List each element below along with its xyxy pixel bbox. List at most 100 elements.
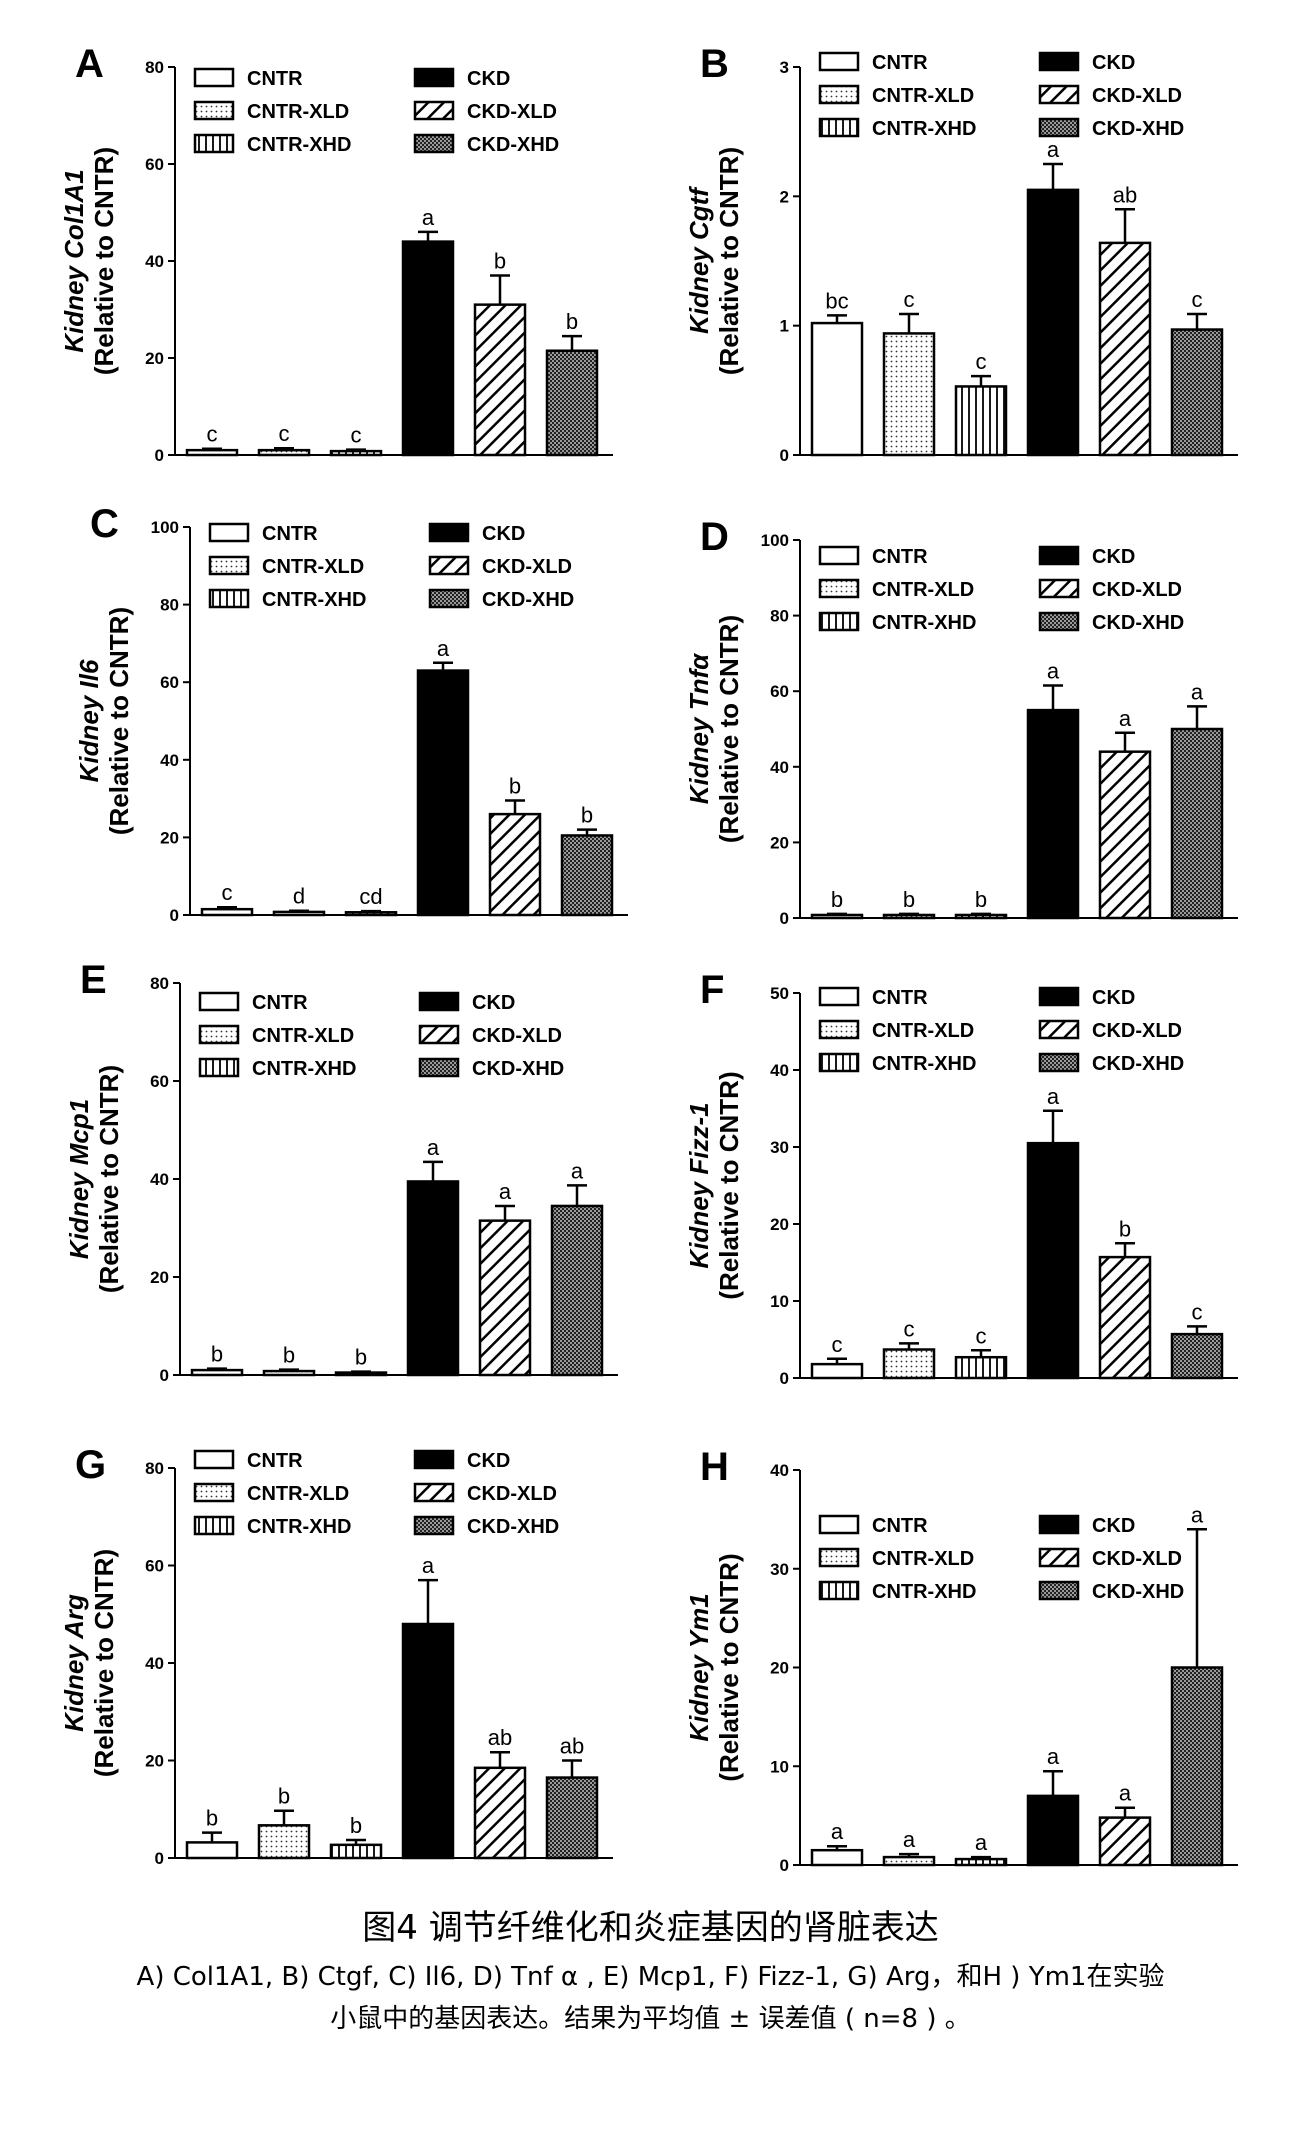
- legend-swatch: [1038, 578, 1080, 599]
- y-tick-label: 60: [150, 1072, 169, 1091]
- legend-label: CNTR: [247, 68, 303, 90]
- chart-panel-c: C 0 20 40 60 80 100 Kidney Il6 (Relative to CNTR…: [74, 502, 628, 925]
- bar-ckd-xhd: [1170, 1666, 1224, 1867]
- bar-cntr: [810, 913, 864, 920]
- legend-swatch: [193, 1515, 235, 1536]
- y-tick-label: 0: [780, 446, 789, 465]
- significance-letter: a: [903, 1827, 916, 1852]
- legend-label: CKD-XLD: [1092, 1548, 1182, 1570]
- legend-swatch: [818, 117, 860, 138]
- bar-cntr-xld: [257, 1824, 311, 1860]
- bar-ckd-xhd: [545, 349, 599, 457]
- bar-ckd-xld: [473, 1766, 527, 1860]
- bar-cntr-xhd: [954, 1355, 1008, 1380]
- y-axis-title: (Relative to CNTR): [89, 1549, 119, 1777]
- panel-letter: B: [700, 42, 729, 86]
- legend-swatch: [208, 555, 250, 576]
- y-axis-title-gene: Kidney Fizz-1: [684, 1102, 714, 1268]
- legend-label: CKD: [467, 1450, 510, 1472]
- y-tick-label: 20: [770, 833, 789, 852]
- legend-label: CKD: [1092, 987, 1135, 1009]
- legend-label: CKD-XHD: [467, 134, 559, 156]
- figure-caption-title: 图4 调节纤维化和炎症基因的肾脏表达: [362, 1908, 939, 1948]
- y-tick-label: 100: [761, 531, 789, 550]
- significance-letter: c: [904, 287, 915, 312]
- legend-swatch: [1038, 117, 1080, 138]
- legend-label: CKD-XLD: [467, 1483, 557, 1505]
- legend-swatch: [1038, 986, 1080, 1007]
- y-tick-label: 100: [151, 518, 179, 537]
- legend-swatch: [1038, 51, 1080, 72]
- y-tick-label: 20: [770, 1659, 789, 1678]
- significance-letter: ab: [560, 1734, 584, 1759]
- significance-letter: c: [904, 1316, 915, 1341]
- legend-swatch: [413, 133, 455, 154]
- bar-cntr: [200, 907, 254, 917]
- significance-letter: d: [293, 884, 305, 909]
- significance-letter: b: [355, 1345, 367, 1370]
- bar-ckd-xhd: [1170, 727, 1224, 920]
- significance-letter: ab: [1113, 182, 1137, 207]
- panel-letter: E: [80, 958, 107, 1002]
- bar-ckd: [401, 240, 455, 457]
- bar-cntr-xld: [882, 1348, 936, 1380]
- legend-label: CNTR-XHD: [247, 134, 351, 156]
- significance-letter: a: [1119, 706, 1132, 731]
- bar-cntr-xhd: [344, 911, 398, 917]
- y-axis-title-gene: Kidney Arg: [59, 1594, 89, 1732]
- legend-label: CNTR-XLD: [872, 85, 974, 107]
- significance-letter: c: [222, 880, 233, 905]
- chart-panel-e: E 0 20 40 60 80 Kidney Mcp1 (Relative to CNTR) b…: [64, 958, 618, 1385]
- legend-swatch: [1038, 1514, 1080, 1535]
- chart-panel-f: F 0 10 20 30 40 50 Kidney Fizz-1 (Relative to CN…: [684, 968, 1238, 1388]
- bar-ckd-xld: [478, 1219, 532, 1377]
- bar-ckd-xhd: [550, 1204, 604, 1377]
- legend-label: CNTR-XLD: [872, 1548, 974, 1570]
- y-axis-title-gene: Kidney Ym1: [684, 1593, 714, 1741]
- legend-swatch: [818, 1514, 860, 1535]
- legend-label: CKD-XHD: [482, 589, 574, 611]
- legend-label: CKD: [482, 523, 525, 545]
- significance-letter: b: [283, 1343, 295, 1368]
- legend-label: CKD-XLD: [472, 1025, 562, 1047]
- legend-label: CNTR-XHD: [247, 1516, 351, 1538]
- legend-label: CNTR-XHD: [872, 118, 976, 140]
- chart-panel-d: D 0 20 40 60 80 100 Kidney Tnfα (Relative to CNT…: [684, 515, 1238, 928]
- legend-swatch: [198, 1057, 240, 1078]
- significance-letter: cd: [359, 884, 382, 909]
- bar-ckd: [1026, 1794, 1080, 1867]
- legend-label: CNTR: [872, 987, 928, 1009]
- y-tick-label: 20: [160, 828, 179, 847]
- bar-ckd-xld: [488, 812, 542, 917]
- legend-swatch: [1038, 1019, 1080, 1040]
- y-tick-label: 40: [770, 1061, 789, 1080]
- legend-label: CKD-XLD: [1092, 85, 1182, 107]
- y-tick-label: 30: [770, 1138, 789, 1157]
- legend-swatch: [413, 100, 455, 121]
- legend-swatch: [1038, 611, 1080, 632]
- bar-cntr-xhd: [954, 913, 1008, 920]
- significance-letter: c: [976, 1323, 987, 1348]
- legend-swatch: [818, 986, 860, 1007]
- legend-label: CNTR: [252, 992, 308, 1014]
- y-tick-label: 3: [780, 58, 789, 77]
- bar-ckd-xhd: [545, 1776, 599, 1860]
- legend-swatch: [818, 611, 860, 632]
- legend-swatch: [1038, 1580, 1080, 1601]
- y-axis-title-gene: Kidney Il6: [74, 659, 104, 782]
- y-axis-title: (Relative to CNTR): [714, 1553, 744, 1781]
- bar-cntr: [810, 1848, 864, 1867]
- significance-letter: a: [1191, 679, 1204, 704]
- significance-letter: b: [903, 887, 915, 912]
- y-tick-label: 20: [145, 1752, 164, 1771]
- chart-panel-a: A 0 20 40 60 80 Kidney Col1A1 (Relative to CNTR…: [59, 42, 613, 465]
- legend-label: CKD-XHD: [467, 1516, 559, 1538]
- legend-label: CNTR-XLD: [247, 101, 349, 123]
- y-tick-label: 0: [155, 1849, 164, 1868]
- legend-swatch: [413, 67, 455, 88]
- y-tick-label: 30: [770, 1560, 789, 1579]
- legend-swatch: [818, 578, 860, 599]
- legend-label: CKD: [467, 68, 510, 90]
- bar-cntr: [185, 448, 239, 457]
